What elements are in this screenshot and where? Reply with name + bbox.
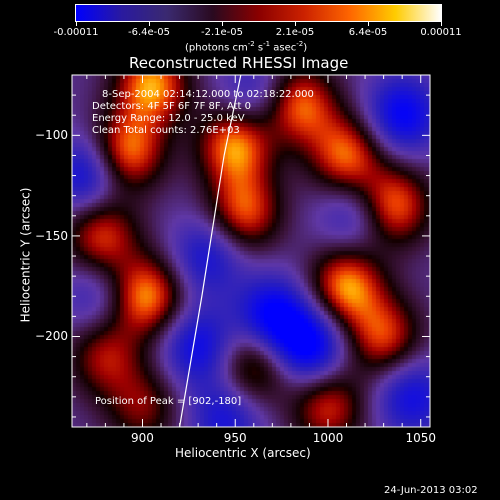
- colorbar-units: (photons cm-2 s-1 asec-2): [185, 40, 308, 54]
- y-tick-label: −150: [35, 228, 68, 243]
- colorbar-tick-label: 6.4e-05: [348, 27, 388, 38]
- colorbar-tick: [76, 21, 77, 26]
- plot-frame: [71, 74, 431, 428]
- colorbar-tick-label: 2.1e-05: [275, 27, 315, 38]
- colorbar-tick: [441, 21, 442, 26]
- x-axis-label: Heliocentric X (arcsec): [175, 446, 311, 460]
- colorbar: [75, 4, 442, 22]
- colorbar-tick: [368, 21, 369, 26]
- info-time-range: 8-Sep-2004 02:14:12.000 to 02:18:22.000: [102, 89, 314, 100]
- y-axis-label: Heliocentric Y (arcsec): [18, 187, 33, 323]
- colorbar-tick: [149, 21, 150, 26]
- info-energy-range: Energy Range: 12.0 - 25.0 keV: [92, 113, 245, 124]
- info-clean-counts: Clean Total counts: 2.76E+03: [92, 125, 240, 136]
- y-tick-label: −100: [35, 128, 68, 143]
- x-tick-label: 900: [131, 431, 154, 445]
- colorbar-tick: [222, 21, 223, 26]
- colorbar-tick-label: -0.00011: [53, 27, 99, 38]
- colorbar-tick: [295, 21, 296, 26]
- colorbar-tick-label: 0.00011: [420, 27, 462, 38]
- x-tick-label: 1050: [405, 431, 436, 445]
- chart-title: Reconstructed RHESSI Image: [129, 54, 349, 72]
- info-detectors: Detectors: 4F 5F 6F 7F 8F, Att 0: [92, 101, 252, 112]
- footer-date: 24-Jun-2013 03:02: [384, 485, 478, 496]
- x-tick-label: 950: [223, 431, 247, 445]
- observation-info: 8-Sep-2004 02:14:12.000 to 02:18:22.000 …: [92, 89, 314, 137]
- colorbar-tick-label: -6.4e-05: [128, 27, 170, 38]
- x-tick-label: 1000: [312, 431, 344, 445]
- peak-position-label: Position of Peak = [902,-180]: [95, 396, 242, 407]
- colorbar-tick-label: -2.1e-05: [201, 27, 243, 38]
- rhessi-image: [72, 75, 430, 427]
- solar-limb-line: [178, 74, 242, 428]
- y-tick-label: −200: [35, 329, 68, 344]
